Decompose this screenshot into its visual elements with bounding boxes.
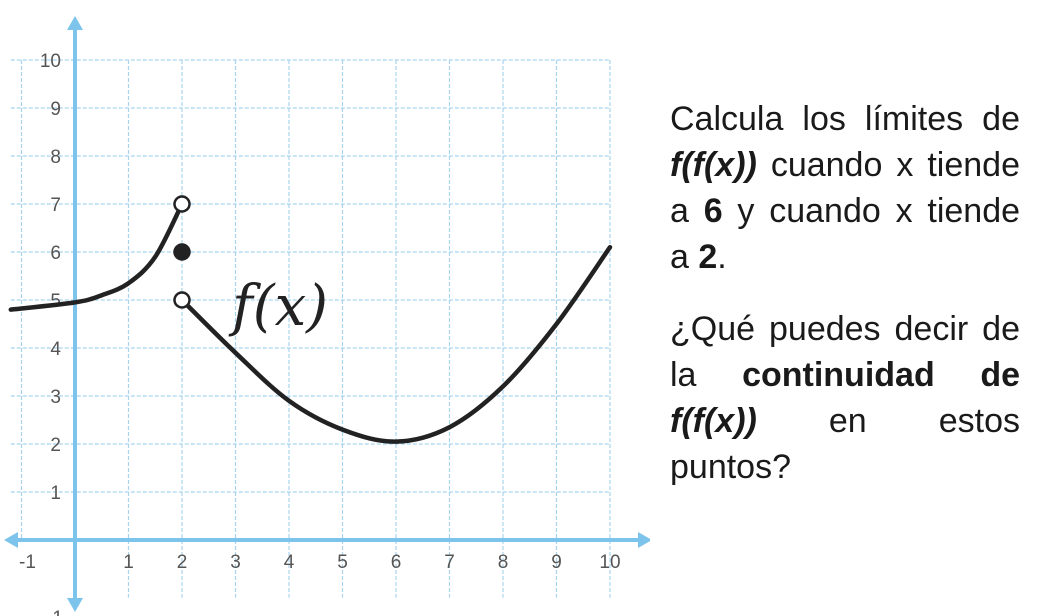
- x-axis-arrow-right: [638, 532, 650, 548]
- x-tick-label: 9: [551, 552, 562, 573]
- points: [173, 195, 191, 309]
- curve-branch-2: [179, 244, 613, 444]
- curves: [8, 201, 613, 444]
- q1-text-e: y cuando x tiende a: [670, 192, 1021, 276]
- open-point: [173, 195, 191, 213]
- function-graph: -1 1 2 3 4 5 6 7 8 9 10 1 2 3 4 5 6 7 8 9 10 -1 f(x): [4, 16, 650, 616]
- y-axis-arrow-down: [67, 598, 83, 612]
- q2-expression: f(f(x)): [670, 402, 757, 440]
- x-tick-label: 5: [337, 552, 348, 573]
- function-label: f(x): [228, 274, 328, 339]
- y-tick-label: 4: [50, 339, 61, 360]
- y-tick-label: 3: [50, 387, 61, 408]
- y-tick-label: 5: [50, 291, 61, 312]
- y-axis-arrow-up: [67, 16, 83, 30]
- filled-point: [173, 243, 191, 261]
- x-tick-label: 6: [391, 552, 402, 573]
- x-tick-label: 4: [284, 552, 295, 573]
- y-tick-label: 7: [50, 195, 61, 216]
- q2-text-a: ¿Qué puedes decir de la: [670, 310, 1020, 394]
- problem-statement: Calcula los límites de f(f(x)) cuando x …: [670, 96, 1020, 516]
- axes: [4, 16, 650, 612]
- x-tick-label: 1: [123, 552, 134, 573]
- q1-text-a: Calcula los límites de: [670, 100, 1020, 138]
- q1-text-g: .: [717, 238, 727, 276]
- question-1: Calcula los límites de f(f(x)) cuando x …: [670, 96, 1020, 280]
- q2-continuity: continuidad: [742, 356, 935, 394]
- curve-branch-1: [8, 201, 185, 312]
- y-tick-label: 6: [50, 243, 61, 264]
- x-tick-label: -1: [19, 552, 36, 573]
- q1-value-6: 6: [703, 192, 723, 230]
- open-point: [173, 291, 191, 309]
- x-tick-label: 7: [444, 552, 455, 573]
- y-tick-label: 10: [40, 51, 61, 72]
- tick-labels: -1 1 2 3 4 5 6 7 8 9 10 1 2 3 4 5 6 7 8 9 10 -1: [19, 51, 621, 616]
- y-tick-label: 8: [50, 147, 61, 168]
- question-2: ¿Qué puedes decir de la continuidad de f…: [670, 306, 1020, 490]
- x-tick-label: 2: [177, 552, 188, 573]
- q1-expression: f(f(x)): [670, 146, 757, 184]
- y-tick-label: 2: [50, 435, 61, 456]
- x-tick-label: 10: [599, 552, 620, 573]
- y-tick-label: -1: [46, 608, 63, 616]
- q2-text-e: en estos puntos?: [670, 402, 1020, 486]
- y-tick-label: 9: [50, 99, 61, 120]
- x-axis-arrow-left: [4, 532, 18, 548]
- y-tick-label: 1: [50, 483, 61, 504]
- q1-value-2: 2: [698, 238, 718, 276]
- q1-text-c: cuando x tiende a: [670, 146, 1020, 230]
- q2-text-c: de: [980, 356, 1020, 394]
- x-tick-label: 3: [230, 552, 241, 573]
- x-tick-label: 8: [498, 552, 509, 573]
